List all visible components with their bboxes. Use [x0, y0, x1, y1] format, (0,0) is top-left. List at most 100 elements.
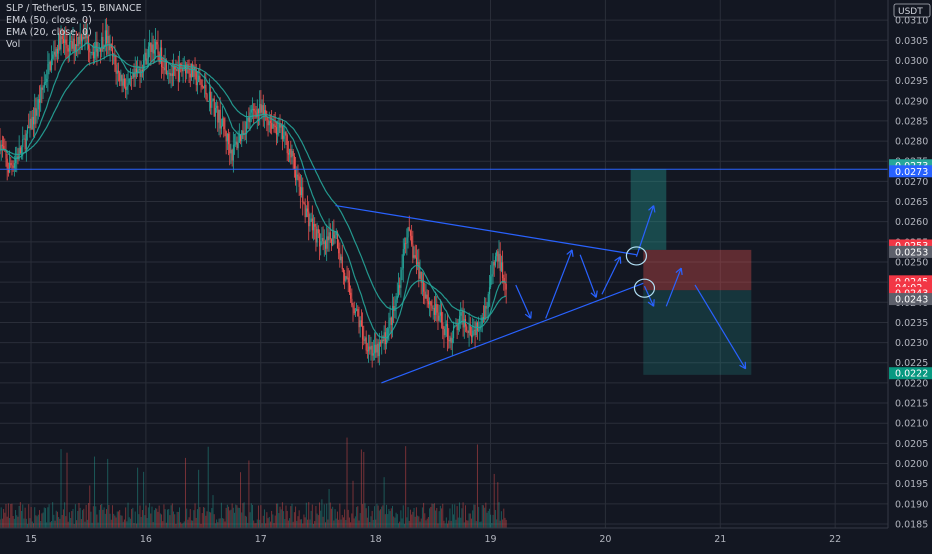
candle-body — [198, 76, 199, 82]
price-tick-label: 0.0260 — [895, 217, 928, 228]
volume-bar — [248, 460, 249, 528]
candle-body — [44, 82, 45, 87]
volume-bar — [321, 499, 322, 528]
volume-bar — [412, 512, 413, 528]
candle-body — [402, 268, 403, 270]
volume-bar — [449, 508, 450, 528]
candle-body — [201, 79, 202, 84]
arrow-head — [531, 311, 532, 318]
volume-bar — [22, 505, 23, 528]
currency-label[interactable]: USDT — [898, 7, 923, 17]
volume-bar — [435, 510, 436, 528]
volume-bar — [378, 506, 379, 528]
volume-bar — [197, 509, 198, 528]
volume-bar — [329, 489, 330, 528]
candle-body — [473, 330, 474, 331]
volume-bar — [209, 512, 210, 528]
volume-bar — [275, 516, 276, 528]
volume-bar — [253, 521, 254, 528]
candle-body — [390, 318, 391, 320]
candle-body — [35, 108, 36, 116]
candle-body — [308, 212, 309, 227]
candle-body — [209, 92, 210, 101]
volume-bar — [72, 509, 73, 528]
volume-bar — [189, 517, 190, 528]
volume-bar — [213, 495, 214, 528]
volume-bars — [0, 438, 507, 528]
candle-body — [247, 117, 248, 121]
volume-bar — [350, 522, 351, 528]
candle-body — [485, 306, 486, 308]
candle-body — [315, 227, 316, 243]
candle-body — [27, 127, 28, 134]
volume-bar — [293, 522, 294, 528]
volume-bar — [455, 520, 456, 528]
candle-body — [55, 52, 56, 57]
volume-bar — [61, 449, 62, 528]
volume-bar — [441, 508, 442, 528]
volume-bar — [361, 449, 362, 528]
candle-body — [441, 312, 442, 322]
candle-body — [504, 283, 505, 284]
candle-body — [37, 109, 38, 115]
volume-bar — [39, 510, 40, 528]
ema50-legend[interactable]: EMA (50, close, 0) — [6, 15, 142, 27]
volume-bar — [381, 507, 382, 528]
candle-body — [442, 323, 443, 329]
candle-body — [163, 68, 164, 71]
candle-body — [147, 58, 148, 64]
volume-bar — [299, 510, 300, 528]
candle-body — [171, 73, 172, 75]
volume-bar — [163, 504, 164, 528]
candle-body — [93, 52, 94, 58]
volume-bar — [410, 510, 411, 528]
price-tick-label: 0.0200 — [895, 459, 928, 470]
volume-bar — [13, 516, 14, 528]
volume-bar — [11, 504, 12, 528]
price-tick-label: 0.0220 — [895, 378, 928, 389]
candle-body — [272, 124, 273, 129]
volume-bar — [145, 506, 146, 528]
volume-bar — [106, 509, 107, 528]
volume-bar — [70, 518, 71, 528]
volume-bar — [358, 521, 359, 528]
volume-bar — [386, 505, 387, 528]
volume-bar — [274, 523, 275, 528]
candle-body — [270, 121, 271, 123]
ema20-legend[interactable]: EMA (20, close, 0) — [6, 27, 142, 39]
candle-body — [138, 69, 139, 71]
volume-bar — [10, 504, 11, 528]
candle-body — [372, 346, 373, 356]
candle-body — [132, 73, 133, 78]
candle-body — [271, 123, 272, 129]
volume-bar — [290, 506, 291, 528]
price-tick-label: 0.0280 — [895, 137, 928, 148]
symbol-title[interactable]: SLP / TetherUS, 15, BINANCE — [6, 3, 142, 15]
candle-body — [360, 320, 361, 327]
candle-body — [263, 105, 264, 114]
volume-bar — [94, 457, 95, 528]
candle-body — [122, 75, 123, 86]
projection-arrow — [516, 285, 531, 318]
candle-body — [156, 42, 157, 44]
volume-bar — [464, 522, 465, 528]
volume-bar — [268, 518, 269, 528]
candle-body — [325, 241, 326, 249]
volume-bar — [354, 518, 355, 528]
volume-bar — [489, 509, 490, 528]
candle-body — [363, 339, 364, 340]
volume-bar — [208, 447, 209, 528]
volume-bar — [21, 511, 22, 528]
volume-bar — [263, 516, 264, 528]
volume-bar — [427, 519, 428, 528]
volume-bar — [32, 522, 33, 528]
candle-body — [386, 340, 387, 345]
time-axis-bg — [0, 528, 888, 550]
candle-body — [452, 338, 453, 343]
volume-legend[interactable]: Vol — [6, 39, 142, 51]
candle-body — [471, 335, 472, 337]
volume-bar — [144, 515, 145, 528]
candle-body — [327, 236, 328, 240]
